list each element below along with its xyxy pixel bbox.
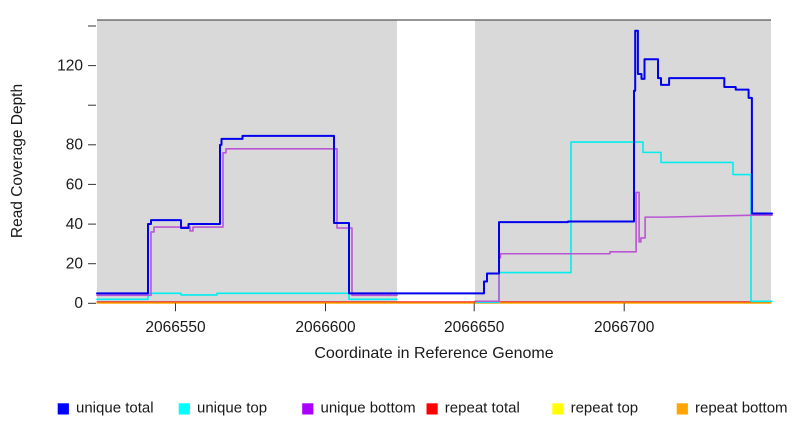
svg-text:2066650: 2066650 — [444, 319, 505, 336]
svg-text:0: 0 — [74, 295, 83, 312]
svg-text:20: 20 — [66, 256, 84, 273]
svg-text:2066700: 2066700 — [594, 319, 655, 336]
svg-text:repeat bottom: repeat bottom — [695, 400, 788, 417]
svg-text:2066550: 2066550 — [145, 319, 206, 336]
svg-text:unique total: unique total — [76, 400, 154, 417]
svg-text:120: 120 — [57, 58, 83, 75]
svg-text:repeat total: repeat total — [445, 400, 520, 417]
svg-text:unique top: unique top — [197, 400, 267, 417]
svg-text:40: 40 — [66, 216, 84, 233]
svg-text:Read Coverage Depth: Read Coverage Depth — [9, 84, 26, 238]
svg-text:Coordinate in Reference Genome: Coordinate in Reference Genome — [314, 345, 553, 362]
svg-text:80: 80 — [66, 137, 84, 154]
svg-text:unique bottom: unique bottom — [321, 400, 416, 417]
svg-text:repeat top: repeat top — [571, 400, 639, 417]
svg-text:2066600: 2066600 — [295, 319, 356, 336]
svg-text:60: 60 — [66, 176, 84, 193]
